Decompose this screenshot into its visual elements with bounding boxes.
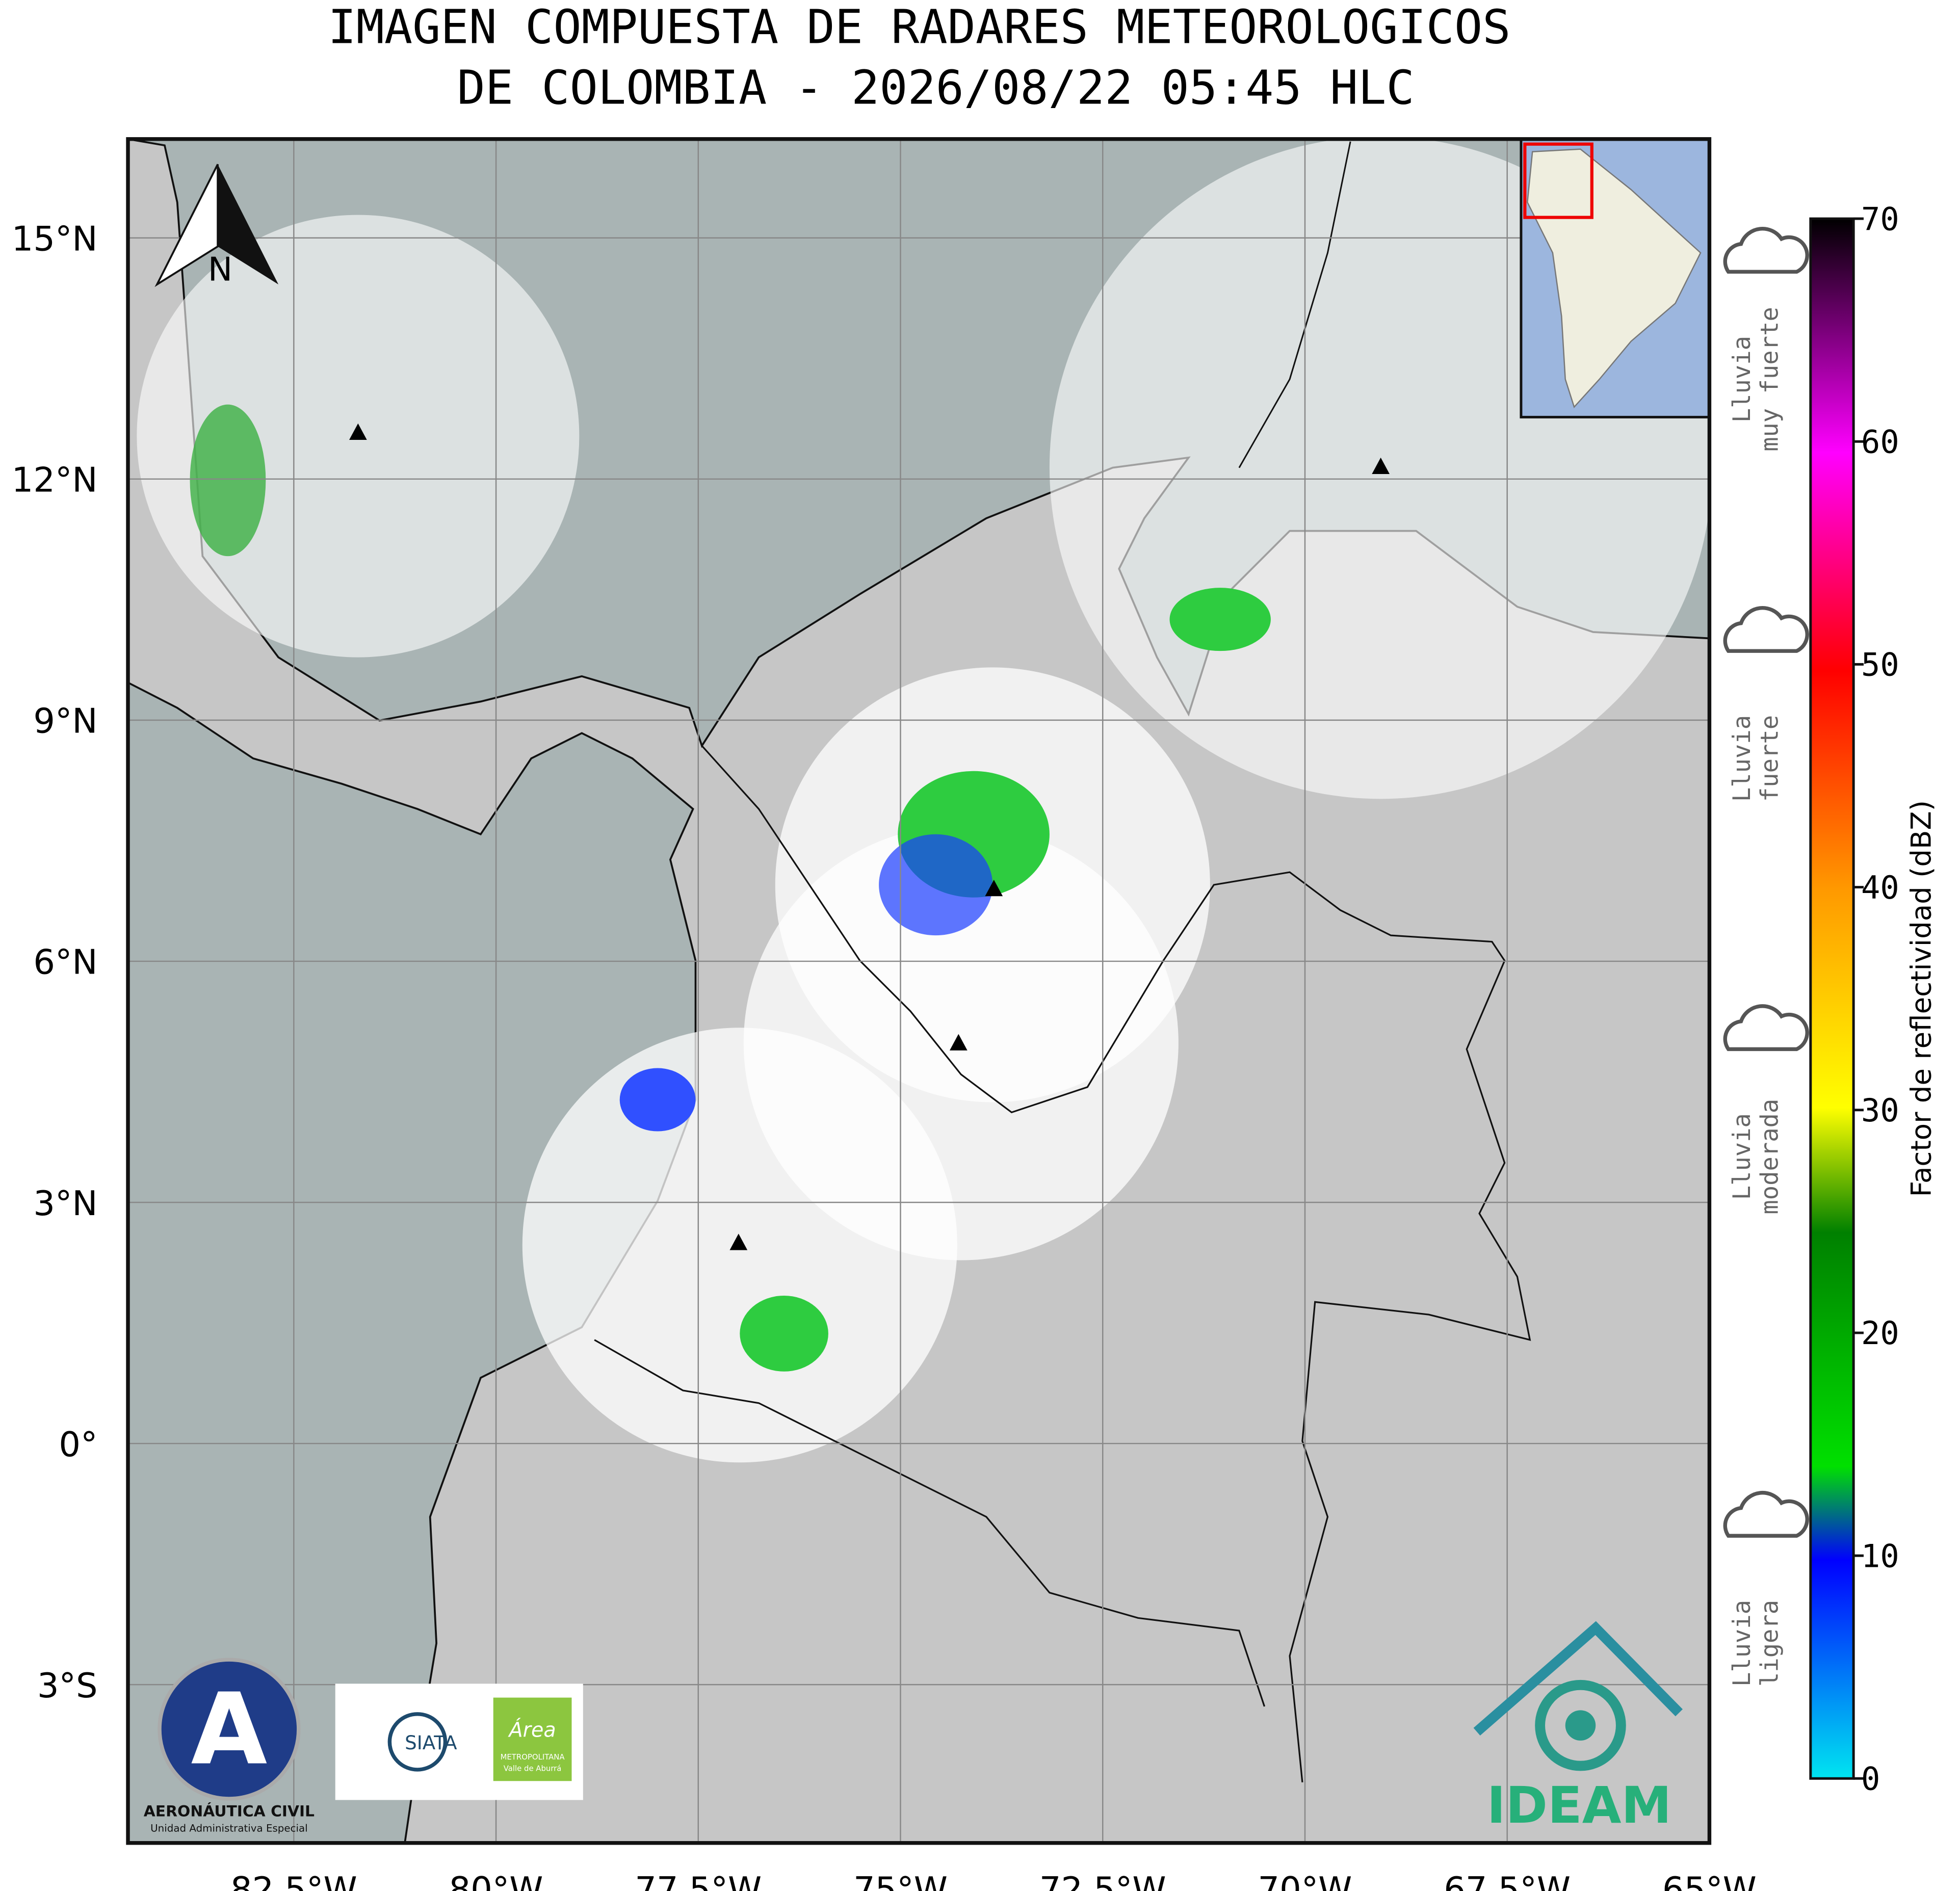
radar-echo — [619, 1068, 696, 1132]
y-tick-label: 12°N — [12, 460, 98, 500]
north-label: N — [208, 251, 232, 289]
x-tick-label: 65°W — [1662, 1870, 1757, 1891]
colorbar-tick-label: 10 — [1861, 1537, 1899, 1574]
cloud-icon — [1723, 1490, 1809, 1538]
colorbar-tick-label: 20 — [1861, 1315, 1899, 1352]
logo-text: AERONÁUTICA CIVIL — [144, 1802, 315, 1821]
y-tick-label: 15°N — [12, 219, 98, 259]
rain-label-text: moderada — [1756, 1099, 1784, 1215]
title-line: IMAGEN COMPUESTA DE RADARES METEOROLOGIC… — [328, 0, 1510, 54]
radar-echo — [879, 834, 993, 936]
x-tick-label: 75°W — [853, 1870, 948, 1891]
x-tick-label: 80°W — [449, 1870, 543, 1891]
x-tick-label: 67.5°W — [1444, 1870, 1571, 1891]
radar-echo — [1169, 588, 1271, 651]
cloud-icon — [1723, 606, 1809, 653]
borders — [594, 1339, 1266, 1707]
map-area — [128, 139, 1710, 1843]
colorbar-tick-label: 0 — [1861, 1761, 1880, 1798]
inset-map — [1520, 139, 1710, 418]
x-tick-label: 72.5°W — [1039, 1870, 1166, 1891]
rain-label: Lluvia ligera — [1723, 1490, 1809, 1687]
rain-label-text: Lluvia — [1728, 1600, 1756, 1687]
axis-labels: 82.5°W 80°W 77.5°W 75°W 72.5°W 70°W 67.5°W 65°W… — [12, 219, 1757, 1891]
colorbar-tick-label: 50 — [1861, 646, 1899, 684]
logo-ideam: IDEAM — [1473, 1621, 1683, 1835]
cloud-icon — [1723, 227, 1809, 274]
y-tick-label: 9°N — [33, 701, 97, 741]
rain-label-text: fuerte — [1756, 715, 1784, 802]
x-tick-label: 70°W — [1258, 1870, 1352, 1891]
map-frame — [126, 137, 1712, 1845]
rain-label: Lluvia fuerte — [1723, 606, 1809, 802]
rain-label: Lluvia moderada — [1723, 1004, 1809, 1215]
x-tick-label: 82.5°W — [230, 1870, 357, 1891]
borders — [701, 745, 1531, 1782]
radar-echo — [740, 1295, 828, 1372]
rain-label-text: muy fuerte — [1756, 307, 1784, 452]
svg-text:A: A — [191, 1672, 268, 1787]
logo-text: METROPOLITANA — [501, 1752, 565, 1762]
logo-aerocivil: A AERONÁUTICA CIVIL Unidad Administrativ… — [144, 1658, 315, 1834]
radar-sites — [349, 423, 1390, 1250]
y-tick-label: 3°S — [37, 1666, 98, 1705]
colorbar — [1809, 217, 1855, 1780]
logo-text: Valle de Aburrá — [504, 1764, 562, 1773]
colorbar-label: Factor de reflectividad (dBZ) — [1904, 800, 1937, 1197]
cloud-icon — [1723, 1004, 1809, 1052]
rain-label-text: ligera — [1756, 1600, 1784, 1687]
x-tick-label: 77.5°W — [635, 1870, 762, 1891]
logo-siata-area: SIATA Área METROPOLITANA Valle de Aburrá — [335, 1684, 583, 1800]
rain-label-text: Lluvia — [1728, 1113, 1756, 1200]
logo-text: Área — [508, 1718, 556, 1742]
colorbar-tick-label: 60 — [1861, 424, 1899, 461]
rain-label-text: Lluvia — [1728, 336, 1756, 423]
colorbar-ticks: 0 10 20 30 40 50 60 70 — [1853, 200, 1899, 1798]
colorbar-tick-label: 30 — [1861, 1092, 1899, 1129]
colorbar-tick-label: 40 — [1861, 869, 1899, 906]
colorbar-tick-label: 70 — [1861, 200, 1899, 238]
title-line: DE COLOMBIA - 2026/08/22 05:45 HLC — [457, 60, 1415, 115]
y-tick-label: 0° — [59, 1425, 97, 1464]
y-tick-label: 6°N — [33, 942, 97, 982]
borders — [1238, 141, 1351, 468]
logo-text: IDEAM — [1487, 1776, 1671, 1835]
y-tick-label: 3°N — [33, 1184, 97, 1223]
radar-echo — [190, 404, 266, 557]
logo-text: Unidad Administrativa Especial — [150, 1822, 308, 1834]
rain-label: Lluvia muy fuerte — [1723, 227, 1809, 452]
rain-label-text: Lluvia — [1728, 715, 1756, 802]
logo-text: SIATA — [405, 1731, 457, 1754]
